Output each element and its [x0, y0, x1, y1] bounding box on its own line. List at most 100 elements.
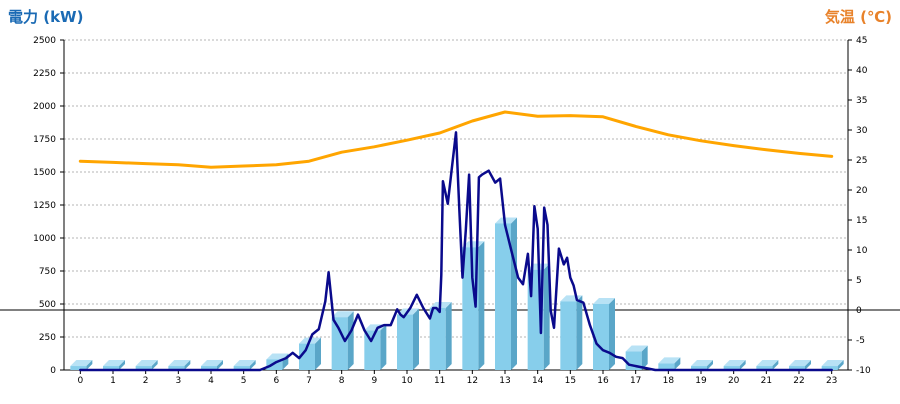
- power-bar-side: [347, 311, 354, 370]
- power-bar: [462, 241, 485, 370]
- power-bar: [364, 324, 387, 370]
- power-bar: [135, 360, 158, 370]
- power-bar-top: [821, 360, 844, 367]
- power-bar-side: [805, 360, 811, 370]
- x-tick-label: 23: [826, 376, 837, 386]
- power-bar-front: [364, 330, 381, 370]
- temperature-line: [78, 110, 834, 169]
- left-tick-label: 0: [50, 366, 56, 376]
- x-tick-label: 19: [695, 376, 707, 386]
- power-bar-front: [821, 366, 838, 370]
- power-bar-top: [691, 360, 713, 367]
- power-bar-top: [756, 360, 779, 367]
- power-bars: [70, 217, 844, 370]
- tick-labels: 02505007501000125015001750200022502500-1…: [33, 36, 871, 386]
- right-tick-label: 0: [856, 306, 862, 316]
- x-tick-label: 5: [241, 376, 247, 386]
- x-tick-label: 12: [467, 376, 478, 386]
- x-tick-label: 8: [339, 376, 345, 386]
- power-bar: [299, 337, 321, 370]
- power-bar-top: [266, 353, 289, 360]
- power-bar-top: [201, 360, 223, 367]
- right-tick-label: -5: [856, 336, 865, 346]
- power-bar-side: [151, 360, 158, 370]
- x-tick-label: 17: [630, 376, 641, 386]
- power-bar-front: [103, 366, 119, 370]
- power-bar-front: [233, 366, 250, 370]
- power-bar-front: [658, 363, 675, 370]
- power-bar-front: [691, 366, 707, 370]
- left-axis-title: 電力 (kW): [8, 8, 84, 26]
- left-tick-label: 250: [39, 333, 56, 343]
- x-tick-label: 22: [793, 376, 804, 386]
- left-tick-label: 1000: [33, 234, 56, 244]
- power-bar: [723, 360, 746, 370]
- x-tick-label: 15: [565, 376, 576, 386]
- x-tick-label: 16: [597, 376, 609, 386]
- x-tick-label: 7: [306, 376, 312, 386]
- power-bar-front: [756, 366, 773, 370]
- left-tick-label: 1500: [33, 168, 56, 178]
- left-tick-label: 2250: [33, 69, 56, 79]
- power-bar-front: [560, 301, 577, 370]
- power-bar: [397, 308, 419, 370]
- power-bar-side: [315, 337, 321, 370]
- power-bar: [756, 360, 779, 370]
- power-bar-top: [625, 345, 648, 352]
- left-tick-label: 750: [39, 267, 56, 277]
- power-bar-front: [495, 223, 511, 370]
- power-bar-side: [184, 360, 191, 370]
- power-bar-side: [86, 360, 93, 370]
- power-bar-front: [723, 366, 740, 370]
- power-bar-side: [707, 360, 713, 370]
- power-bar: [429, 301, 452, 370]
- power-bar-top: [135, 360, 158, 367]
- power-bar-side: [772, 360, 779, 370]
- right-tick-label: 25: [856, 156, 867, 166]
- x-tick-label: 18: [663, 376, 675, 386]
- right-tick-label: 20: [856, 186, 868, 196]
- power-bar: [789, 360, 811, 370]
- power-bar-side: [674, 357, 681, 370]
- power-bar-side: [445, 301, 452, 370]
- left-tick-label: 2000: [33, 102, 56, 112]
- power-bar-front: [331, 317, 348, 370]
- right-tick-label: 5: [856, 276, 862, 286]
- power-bar-top: [462, 241, 485, 248]
- power-bar-side: [576, 295, 583, 370]
- right-tick-label: 15: [856, 216, 867, 226]
- power-bar: [233, 360, 256, 370]
- x-tick-label: 10: [401, 376, 413, 386]
- power-bar: [103, 360, 125, 370]
- power-bar-top: [70, 360, 93, 367]
- power-bar: [70, 360, 93, 370]
- power-bar-top: [723, 360, 746, 367]
- power-bar-side: [413, 308, 419, 370]
- x-tick-label: 21: [761, 376, 772, 386]
- power-bar: [658, 357, 681, 370]
- power-bar-top: [658, 357, 681, 364]
- x-tick-label: 6: [273, 376, 279, 386]
- power-bar-side: [380, 324, 387, 370]
- power-bar-side: [837, 360, 844, 370]
- power-bar-side: [217, 360, 223, 370]
- power-bar-front: [299, 343, 315, 370]
- power-bar-side: [543, 263, 550, 370]
- power-bar: [168, 360, 191, 370]
- x-tick-label: 1: [110, 376, 116, 386]
- grid-lines: [64, 39, 848, 338]
- right-axis-title: 気温 (℃): [824, 8, 892, 26]
- left-tick-label: 1750: [33, 135, 56, 145]
- power-bar: [201, 360, 223, 370]
- power-bar-front: [397, 314, 413, 370]
- x-tick-label: 13: [499, 376, 510, 386]
- power-bar-front: [593, 304, 609, 370]
- power-bar-top: [168, 360, 191, 367]
- power-bar-front: [70, 366, 87, 370]
- power-bar-side: [249, 360, 256, 370]
- x-tick-label: 20: [728, 376, 740, 386]
- power-bar-side: [609, 298, 615, 370]
- power-bar-top: [331, 311, 354, 318]
- power-bar-front: [789, 366, 805, 370]
